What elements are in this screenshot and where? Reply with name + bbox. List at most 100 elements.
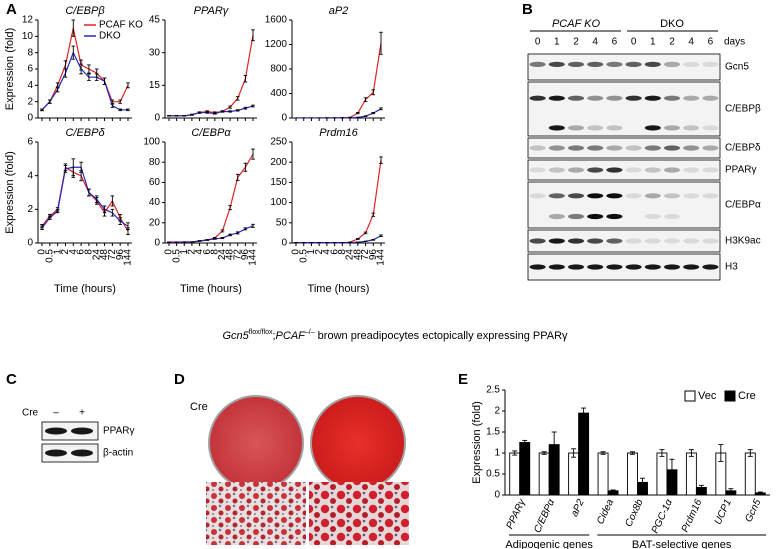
x-axis-label: Time (hours) (180, 283, 242, 295)
legend-label: Cre (738, 390, 756, 402)
chart-title: PPARγ (194, 5, 230, 17)
blot-band (567, 213, 585, 220)
blot-row-label: C/EBPβ (725, 104, 761, 115)
blot-band (702, 95, 719, 101)
error-bar (79, 63, 83, 75)
y-tick-label: 6 (27, 64, 33, 75)
y-tick-label: 200 (270, 157, 287, 168)
blot-band (702, 145, 719, 151)
blot-band (587, 167, 604, 173)
lane-label: 6 (708, 37, 714, 48)
y-tick-label: 4 (27, 170, 33, 181)
error-bar (718, 444, 724, 462)
error-bar (228, 205, 232, 211)
error-bar (610, 489, 616, 493)
blot-band (625, 167, 642, 173)
blot-band (702, 238, 719, 244)
condition: – (53, 408, 59, 419)
y-tick-label: 30 (149, 47, 161, 58)
blot-band (606, 125, 623, 131)
error-bar (228, 105, 232, 109)
bar (597, 452, 609, 496)
error-bar (512, 450, 518, 456)
lane-label: 1 (554, 37, 560, 48)
y-tick-label: 20 (149, 217, 161, 228)
error-bar (630, 451, 635, 455)
blot-row-label: H3 (725, 262, 738, 273)
bar (656, 452, 668, 496)
x-tick-label: UCP1 (713, 498, 734, 527)
x-tick-label: 0.5 (44, 249, 55, 263)
x-tick-label: 6 (202, 249, 213, 255)
y-tick-label: 12 (22, 15, 34, 26)
legend-swatch (724, 390, 736, 402)
blot-band (548, 125, 565, 131)
error-bar (228, 110, 232, 113)
y-tick-label: 2 (494, 406, 500, 417)
error-bar (243, 75, 248, 83)
y-tick-label: 0 (27, 238, 33, 249)
y-tick-label: 4 (27, 80, 33, 91)
error-bar (220, 229, 225, 233)
error-bar (213, 238, 217, 240)
condition: + (79, 408, 85, 419)
error-bar (71, 19, 76, 37)
y-tick-label: 0.5 (486, 469, 500, 480)
blot-band (587, 213, 604, 220)
error-bar (55, 208, 60, 214)
y-tick-label: 0 (154, 238, 160, 249)
bar (538, 452, 550, 496)
x-tick-label: 0.5 (298, 249, 309, 263)
x-axis-label: Time (hours) (308, 283, 370, 295)
x-tick-label: aP2 (569, 497, 587, 518)
x-tick-label: 4 (322, 249, 333, 255)
x-tick-label: 0 (291, 249, 302, 255)
x-tick-label: 2 (60, 249, 71, 255)
blot-band (644, 145, 661, 151)
y-tick-label: 6 (27, 137, 33, 148)
y-tick-label: 8 (27, 47, 33, 58)
series-line (296, 235, 382, 244)
micrograph (309, 482, 409, 545)
x-tick-label: 96 (115, 249, 126, 261)
blot-band (606, 167, 623, 173)
error-bar (102, 77, 107, 85)
blot-band (702, 61, 719, 67)
blot-band (587, 61, 604, 67)
blot-band (587, 238, 604, 244)
bar (744, 452, 756, 496)
caption-part: brown preadipocytes ectopically expressi… (315, 330, 568, 342)
x-tick-label: Gcn5 (743, 497, 763, 524)
error-bar (371, 112, 376, 115)
group-label: PCAF KO (552, 18, 601, 30)
blot-row-label: β-actin (103, 448, 133, 459)
y-tick-label: 0 (281, 113, 287, 124)
blot-band (567, 264, 585, 270)
error-bar (251, 104, 255, 108)
blot-band (644, 61, 661, 67)
lane-label: 4 (688, 37, 694, 48)
blot-band (71, 427, 93, 435)
micrograph (206, 482, 306, 545)
error-bar (79, 161, 83, 173)
y-tick-label: 0 (494, 490, 500, 501)
blot-row (41, 421, 99, 441)
blot-band (587, 125, 604, 131)
error-bar (235, 96, 240, 101)
dish (310, 395, 406, 491)
error-bar (228, 233, 232, 237)
blot-row (527, 159, 721, 181)
error-bar (541, 451, 547, 455)
blot-band (45, 427, 67, 435)
blot-row (527, 229, 721, 253)
blot-band (702, 264, 719, 270)
blot-row (527, 53, 721, 81)
blot-band (625, 95, 642, 101)
error-bar (55, 86, 60, 93)
error-bar (40, 108, 44, 112)
blot-band (663, 95, 681, 101)
y-tick-label: 50 (276, 217, 288, 228)
x-tick-label: 96 (368, 249, 379, 261)
error-bar (118, 99, 122, 104)
error-bar (688, 449, 694, 457)
